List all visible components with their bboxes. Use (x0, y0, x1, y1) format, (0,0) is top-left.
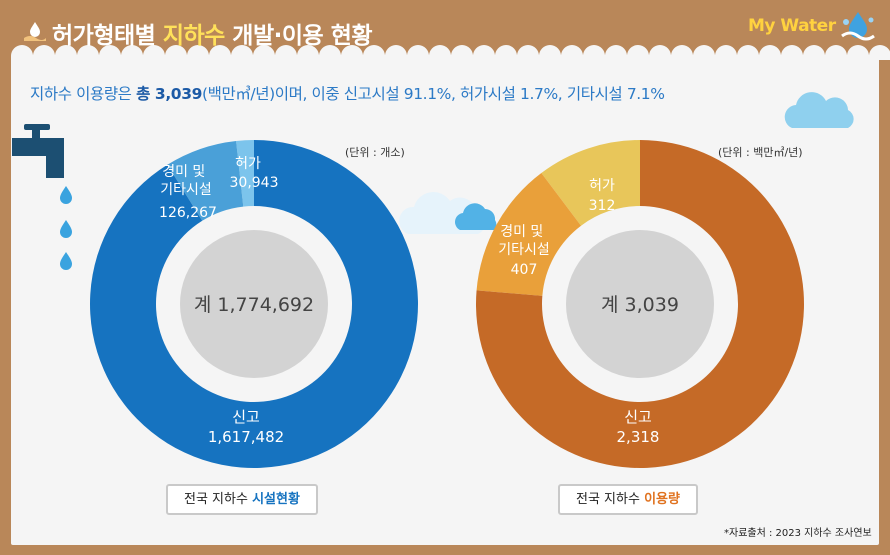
chart2-title-highlight: 이용량 (644, 492, 680, 507)
source-note: *자료출처 : 2023 지하수 조사연보 (724, 528, 872, 539)
faucet-icon (12, 124, 72, 270)
chart1-unit-label: (단위 : 개소) (345, 146, 405, 159)
chart2-slice-value-singo: 2,318 (617, 428, 660, 446)
chart1-center-label: 계 1,774,692 (194, 294, 314, 316)
chart1-slice-singo (90, 140, 418, 468)
chart2-center-circle (566, 230, 714, 378)
chart2-title-pill: 전국 지하수 이용량 (558, 484, 698, 515)
chart1-gyeongmi-line2: 기타시설 (160, 182, 212, 198)
summary-text: 지하수 이용량은 총 3,039(백만㎥/년)이며, 이중 신고시설 91.1%… (30, 85, 665, 103)
chart2-slice-label-singo: 신고 (624, 408, 652, 426)
chart2-slice-label-gyeongmi: 경미 및 기타시설 (498, 224, 550, 258)
chart2-slice-heoga (541, 140, 640, 226)
chart1-slice-heoga (236, 140, 254, 207)
chart1-slice-label-gyeongmi: 경미 및 기타시설 (160, 164, 212, 198)
chart2-slice-gyeongmi (476, 172, 582, 296)
chart1-title-pill: 전국 지하수 시설현황 (166, 484, 318, 515)
chart1-donut: 계 1,774,692 신고 1,617,482 경미 및 기타시설 126,2… (90, 140, 418, 468)
chart1-title-highlight: 시설현황 (252, 492, 300, 507)
chart2-slice-label-heoga: 허가 (589, 178, 615, 194)
cloud-icon (399, 192, 497, 234)
chart2-donut: 계 3,039 신고 2,318 경미 및 기타시설 407 허가 312 (476, 140, 804, 468)
chart2-center-label: 계 3,039 (601, 294, 679, 316)
water-drop-hand-icon (24, 22, 46, 41)
chart1-slice-value-singo: 1,617,482 (208, 428, 284, 446)
chart2-slice-singo (476, 140, 804, 468)
chart1-center-circle (180, 230, 328, 378)
chart2-slices (476, 140, 804, 468)
chart1-slices (90, 140, 418, 468)
water-splash-icon (841, 12, 875, 41)
cloud-icon (784, 92, 854, 128)
summary-total: 총 3,039 (136, 85, 202, 103)
chart2-slice-value-heoga: 312 (589, 198, 616, 214)
chart1-slice-value-heoga: 30,943 (230, 175, 279, 191)
title-highlight: 지하수 (162, 23, 225, 49)
chart1-gyeongmi-line1: 경미 및 (162, 164, 205, 180)
chart2-gyeongmi-line1: 경미 및 (500, 224, 543, 240)
chart1-slice-gyeongmi (167, 140, 244, 221)
chart2-slice-value-gyeongmi: 407 (511, 262, 538, 278)
chart1-slice-label-singo: 신고 (232, 408, 260, 426)
page-title: 허가형태별 지하수 개발·이용 현황 (52, 23, 373, 49)
brand-logo-text: My Water (748, 16, 836, 36)
chart1-slice-value-gyeongmi: 126,267 (159, 205, 217, 221)
chart2-unit-label: (단위 : 백만㎥/년) (718, 146, 803, 159)
chart1-slice-label-heoga: 허가 (235, 156, 261, 172)
chart2-gyeongmi-line2: 기타시설 (498, 242, 550, 258)
